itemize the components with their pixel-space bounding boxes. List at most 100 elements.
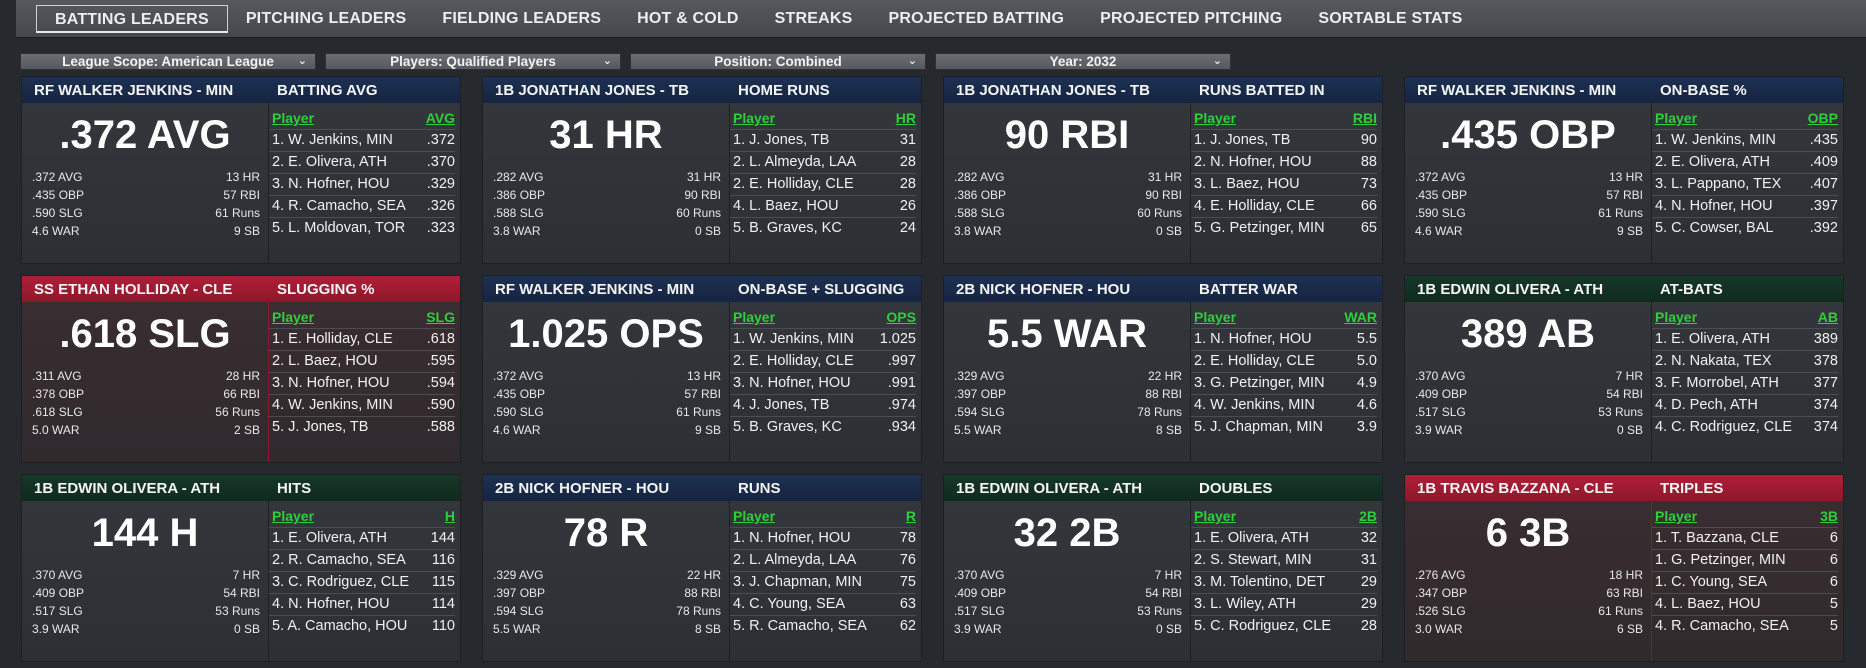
leader-player-name[interactable]: RF WALKER JENKINS - MIN xyxy=(34,81,234,99)
leader-player-name[interactable]: RF WALKER JENKINS - MIN xyxy=(1417,81,1617,99)
leaderboard-row[interactable]: 3. L. Baez, HOU 73 xyxy=(1191,173,1377,194)
player-column-header[interactable]: Player xyxy=(733,309,776,325)
leaderboard-row[interactable]: 5. J. Jones, TB .588 xyxy=(269,416,455,437)
leaderboard-row[interactable]: 2. L. Almeyda, LAA 76 xyxy=(730,549,916,570)
leaderboard-player[interactable]: 2. E. Olivera, ATH xyxy=(272,154,387,170)
leaderboard-row[interactable]: 2. E. Olivera, ATH .409 xyxy=(1652,151,1838,172)
leaderboard-player[interactable]: 5. G. Petzinger, MIN xyxy=(1194,220,1325,236)
leaderboard-row[interactable]: 1. N. Hofner, HOU 5.5 xyxy=(1191,328,1377,349)
leader-player-name[interactable]: 1B JONATHAN JONES - TB xyxy=(956,81,1150,99)
player-column-header[interactable]: Player xyxy=(1194,309,1237,325)
leaderboard-row[interactable]: 1. J. Jones, TB 31 xyxy=(730,129,916,150)
leaderboard-player[interactable]: 1. J. Jones, TB xyxy=(1194,132,1291,148)
player-column-header[interactable]: Player xyxy=(733,508,776,524)
leaderboard-row[interactable]: 1. C. Young, SEA 6 xyxy=(1652,571,1838,592)
stat-column-header[interactable]: SLG xyxy=(426,309,455,325)
leaderboard-player[interactable]: 4. R. Camacho, SEA xyxy=(1655,618,1789,634)
leaderboard-row[interactable]: 1. E. Olivera, ATH 32 xyxy=(1191,527,1377,548)
stat-column-header[interactable]: 2B xyxy=(1359,508,1377,524)
stat-column-header[interactable]: R xyxy=(905,508,916,524)
leaderboard-player[interactable]: 1. W. Jenkins, MIN xyxy=(733,331,854,347)
leaderboard-player[interactable]: 4. D. Pech, ATH xyxy=(1655,397,1758,413)
leaderboard-row[interactable]: 1. E. Olivera, ATH 389 xyxy=(1652,328,1838,349)
card-header[interactable]: SS ETHAN HOLLIDAY - CLE SLUGGING % xyxy=(22,276,460,302)
leaderboard-row[interactable]: 5. J. Chapman, MIN 3.9 xyxy=(1191,416,1377,437)
leaderboard-player[interactable]: 4. W. Jenkins, MIN xyxy=(272,397,393,413)
leaderboard-row[interactable]: 4. E. Holliday, CLE 66 xyxy=(1191,195,1377,216)
leader-player-name[interactable]: 1B EDWIN OLIVERA - ATH xyxy=(1417,280,1604,298)
players-select[interactable]: Players: Qualified Players ⌄ xyxy=(325,53,621,70)
leaderboard-row[interactable]: 4. C. Young, SEA 63 xyxy=(730,593,916,614)
leader-player-name[interactable]: 1B EDWIN OLIVERA - ATH xyxy=(34,479,221,497)
leaderboard-row[interactable]: 4. W. Jenkins, MIN .590 xyxy=(269,394,455,415)
leaderboard-player[interactable]: 1. W. Jenkins, MIN xyxy=(272,132,393,148)
leaderboard-row[interactable]: 3. G. Petzinger, MIN 4.9 xyxy=(1191,372,1377,393)
leaderboard-player[interactable]: 4. N. Hofner, HOU xyxy=(1655,198,1773,214)
leaderboard-row[interactable]: 5. G. Petzinger, MIN 65 xyxy=(1191,217,1377,238)
stat-column-header[interactable]: OBP xyxy=(1807,110,1838,126)
leaderboard-player[interactable]: 4. C. Rodriguez, CLE xyxy=(1655,419,1793,435)
leaderboard-player[interactable]: 1. E. Olivera, ATH xyxy=(1655,331,1770,347)
leaderboard-row[interactable]: 5. A. Camacho, HOU 110 xyxy=(269,615,455,636)
leaderboard-row[interactable]: 4. W. Jenkins, MIN 4.6 xyxy=(1191,394,1377,415)
leaderboard-player[interactable]: 2. S. Stewart, MIN xyxy=(1194,552,1312,568)
leaderboard-row[interactable]: 2. L. Almeyda, LAA 28 xyxy=(730,151,916,172)
tab-sortable-stats[interactable]: SORTABLE STATS xyxy=(1318,9,1463,27)
leaderboard-player[interactable]: 5. R. Camacho, SEA xyxy=(733,618,867,634)
leaderboard-row[interactable]: 3. C. Rodriguez, CLE 115 xyxy=(269,571,455,592)
leaderboard-player[interactable]: 5. B. Graves, KC xyxy=(733,419,842,435)
leaderboard-row[interactable]: 1. W. Jenkins, MIN .435 xyxy=(1652,129,1838,150)
leaderboard-row[interactable]: 3. N. Hofner, HOU .329 xyxy=(269,173,455,194)
leaderboard-row[interactable]: 1. G. Petzinger, MIN 6 xyxy=(1652,549,1838,570)
leaderboard-player[interactable]: 3. N. Hofner, HOU xyxy=(272,375,390,391)
leaderboard-row[interactable]: 1. W. Jenkins, MIN .372 xyxy=(269,129,455,150)
leaderboard-player[interactable]: 2. E. Holliday, CLE xyxy=(733,176,854,192)
leaderboard-player[interactable]: 3. M. Tolentino, DET xyxy=(1194,574,1326,590)
leader-player-name[interactable]: SS ETHAN HOLLIDAY - CLE xyxy=(34,280,233,298)
leaderboard-player[interactable]: 3. G. Petzinger, MIN xyxy=(1194,375,1325,391)
leader-player-name[interactable]: 1B EDWIN OLIVERA - ATH xyxy=(956,479,1143,497)
leaderboard-row[interactable]: 5. L. Moldovan, TOR .323 xyxy=(269,217,455,238)
leaderboard-player[interactable]: 2. E. Holliday, CLE xyxy=(1194,353,1315,369)
leaderboard-row[interactable]: 5. C. Rodriguez, CLE 28 xyxy=(1191,615,1377,636)
leader-player-name[interactable]: 2B NICK HOFNER - HOU xyxy=(956,280,1131,298)
leaderboard-row[interactable]: 1. N. Hofner, HOU 78 xyxy=(730,527,916,548)
leaderboard-player[interactable]: 5. L. Moldovan, TOR xyxy=(272,220,406,236)
player-column-header[interactable]: Player xyxy=(1655,110,1698,126)
card-header[interactable]: 1B EDWIN OLIVERA - ATH DOUBLES xyxy=(944,475,1382,501)
leaderboard-player[interactable]: 1. N. Hofner, HOU xyxy=(1194,331,1312,347)
card-header[interactable]: 1B JONATHAN JONES - TB HOME RUNS xyxy=(483,77,921,103)
league-scope-select[interactable]: League Scope: American League ⌄ xyxy=(20,53,316,70)
leaderboard-row[interactable]: 2. N. Hofner, HOU 88 xyxy=(1191,151,1377,172)
leaderboard-row[interactable]: 1. T. Bazzana, CLE 6 xyxy=(1652,527,1838,548)
tab-projected-pitching[interactable]: PROJECTED PITCHING xyxy=(1100,9,1283,27)
leaderboard-player[interactable]: 4. W. Jenkins, MIN xyxy=(1194,397,1315,413)
position-select[interactable]: Position: Combined ⌄ xyxy=(630,53,926,70)
leaderboard-player[interactable]: 1. G. Petzinger, MIN xyxy=(1655,552,1786,568)
card-header[interactable]: 1B TRAVIS BAZZANA - CLE TRIPLES xyxy=(1405,475,1843,501)
leaderboard-player[interactable]: 3. L. Baez, HOU xyxy=(1194,176,1300,192)
leaderboard-row[interactable]: 4. C. Rodriguez, CLE 374 xyxy=(1652,416,1838,437)
tab-streaks[interactable]: STREAKS xyxy=(774,9,853,27)
leader-player-name[interactable]: 1B TRAVIS BAZZANA - CLE xyxy=(1417,479,1614,497)
leaderboard-player[interactable]: 3. L. Pappano, TEX xyxy=(1655,176,1782,192)
leaderboard-player[interactable]: 1. E. Olivera, ATH xyxy=(1194,530,1309,546)
leaderboard-row[interactable]: 3. N. Hofner, HOU .594 xyxy=(269,372,455,393)
leaderboard-row[interactable]: 1. W. Jenkins, MIN 1.025 xyxy=(730,328,916,349)
player-column-header[interactable]: Player xyxy=(733,110,776,126)
leaderboard-row[interactable]: 5. C. Cowser, BAL .392 xyxy=(1652,217,1838,238)
leaderboard-player[interactable]: 2. R. Camacho, SEA xyxy=(272,552,406,568)
leaderboard-player[interactable]: 4. L. Baez, HOU xyxy=(1655,596,1761,612)
leaderboard-row[interactable]: 3. J. Chapman, MIN 75 xyxy=(730,571,916,592)
leaderboard-player[interactable]: 2. E. Olivera, ATH xyxy=(1655,154,1770,170)
leaderboard-row[interactable]: 4. N. Hofner, HOU 114 xyxy=(269,593,455,614)
leader-player-name[interactable]: RF WALKER JENKINS - MIN xyxy=(495,280,695,298)
leader-player-name[interactable]: 2B NICK HOFNER - HOU xyxy=(495,479,670,497)
stat-column-header[interactable]: HR xyxy=(895,110,916,126)
player-column-header[interactable]: Player xyxy=(1194,110,1237,126)
leaderboard-player[interactable]: 4. N. Hofner, HOU xyxy=(272,596,390,612)
leaderboard-player[interactable]: 4. R. Camacho, SEA xyxy=(272,198,406,214)
leaderboard-player[interactable]: 1. N. Hofner, HOU xyxy=(733,530,851,546)
leaderboard-player[interactable]: 3. N. Hofner, HOU xyxy=(733,375,851,391)
leaderboard-player[interactable]: 1. J. Jones, TB xyxy=(733,132,830,148)
